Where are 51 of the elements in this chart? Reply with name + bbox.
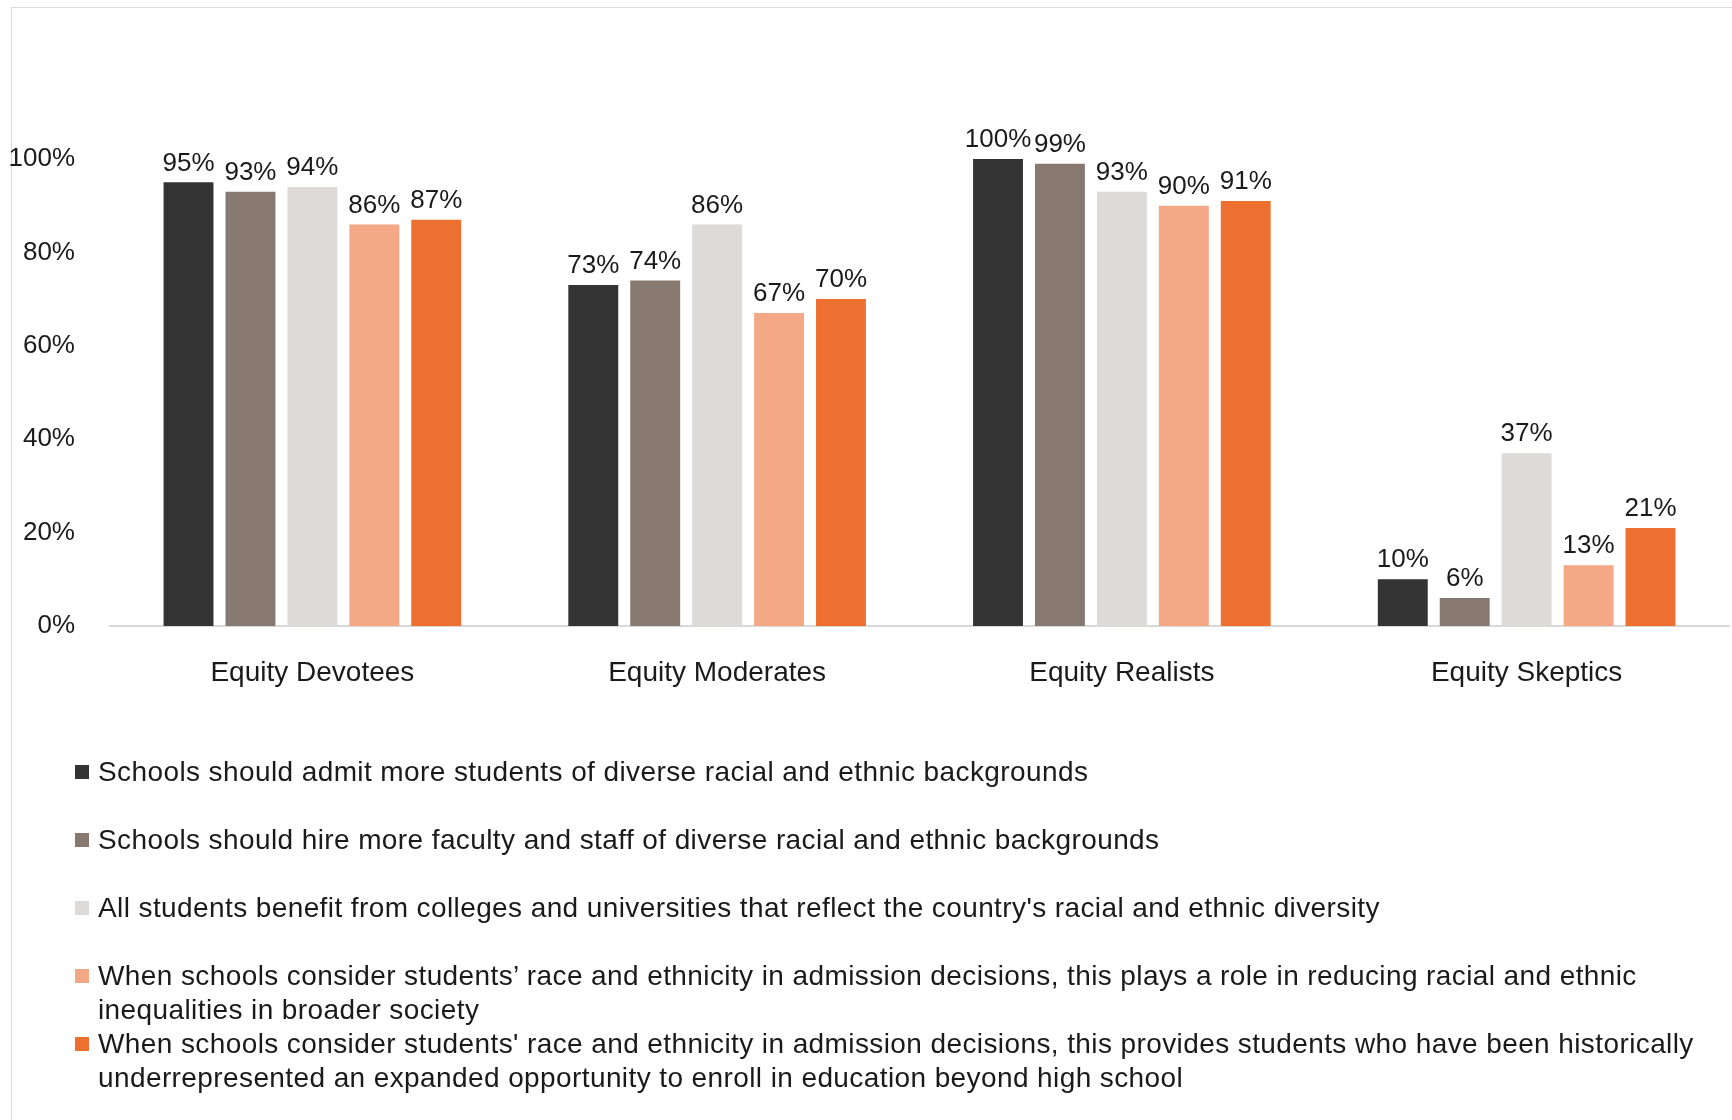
y-tick-label: 60%: [22, 328, 75, 359]
data-label: 10%: [1376, 543, 1429, 574]
bar: [1220, 201, 1271, 626]
data-label: 86%: [348, 188, 401, 219]
data-label: 67%: [753, 277, 806, 308]
y-tick-label: 100%: [8, 142, 75, 173]
data-label: 13%: [1562, 529, 1615, 560]
legend-label: Schools should hire more faculty and staff of diverse racial and ethnic backgrounds: [98, 823, 1161, 857]
data-label: 86%: [691, 188, 744, 219]
data-label: 90%: [1157, 169, 1210, 200]
bar: [1563, 565, 1614, 626]
bar: [225, 191, 276, 626]
y-tick-label: 0%: [37, 609, 75, 640]
data-label: 37%: [1500, 417, 1553, 448]
legend-label: When schools consider students’ race and ethnicity in admission decisions, this plays a role in reducing racial and ethnic inequalities in broader society: [98, 959, 1638, 1027]
bar: [349, 224, 400, 626]
data-label: 93%: [224, 155, 277, 186]
legend-label: Schools should admit more students of diverse racial and ethnic backgrounds: [98, 755, 1090, 789]
data-label: 99%: [1033, 127, 1086, 158]
bar: [1377, 579, 1428, 626]
bar: [163, 182, 214, 626]
bar: [973, 159, 1023, 626]
data-label: 100%: [964, 123, 1032, 154]
y-tick-label: 20%: [22, 515, 75, 546]
bar: [1034, 163, 1085, 626]
legend-label: When schools consider students' race and ethnicity in admission decisions, this provides students who have been historically underrepresented an expanded opportunity to enroll in education beyond high school: [98, 1027, 1695, 1095]
data-label: 95%: [162, 146, 215, 177]
x-tick-label: Equity Realists: [1029, 655, 1215, 687]
bar: [754, 313, 805, 626]
bar: [630, 280, 681, 626]
data-label: 21%: [1624, 492, 1677, 523]
bar: [411, 219, 462, 626]
bar: [568, 285, 619, 626]
data-label: 91%: [1219, 165, 1272, 196]
x-tick-label: Equity Skeptics: [1430, 655, 1623, 687]
data-label: 94%: [286, 151, 339, 182]
data-label: 70%: [814, 263, 867, 294]
bar: [1625, 527, 1676, 626]
bar: [1158, 205, 1209, 626]
y-tick-label: 40%: [22, 422, 75, 453]
data-label: 74%: [629, 244, 682, 275]
data-label: 93%: [1095, 155, 1148, 186]
bar: [816, 299, 866, 626]
x-tick-label: Equity Devotees: [210, 655, 415, 687]
data-label: 87%: [410, 183, 463, 214]
x-tick-label: Equity Moderates: [608, 655, 827, 687]
data-label: 6%: [1445, 562, 1484, 593]
bar: [1439, 597, 1490, 626]
y-tick-label: 80%: [22, 235, 75, 266]
data-label: 73%: [567, 249, 620, 280]
legend-label: All students benefit from colleges and universities that reflect the country's racial and ethnic diversity: [98, 891, 1381, 925]
